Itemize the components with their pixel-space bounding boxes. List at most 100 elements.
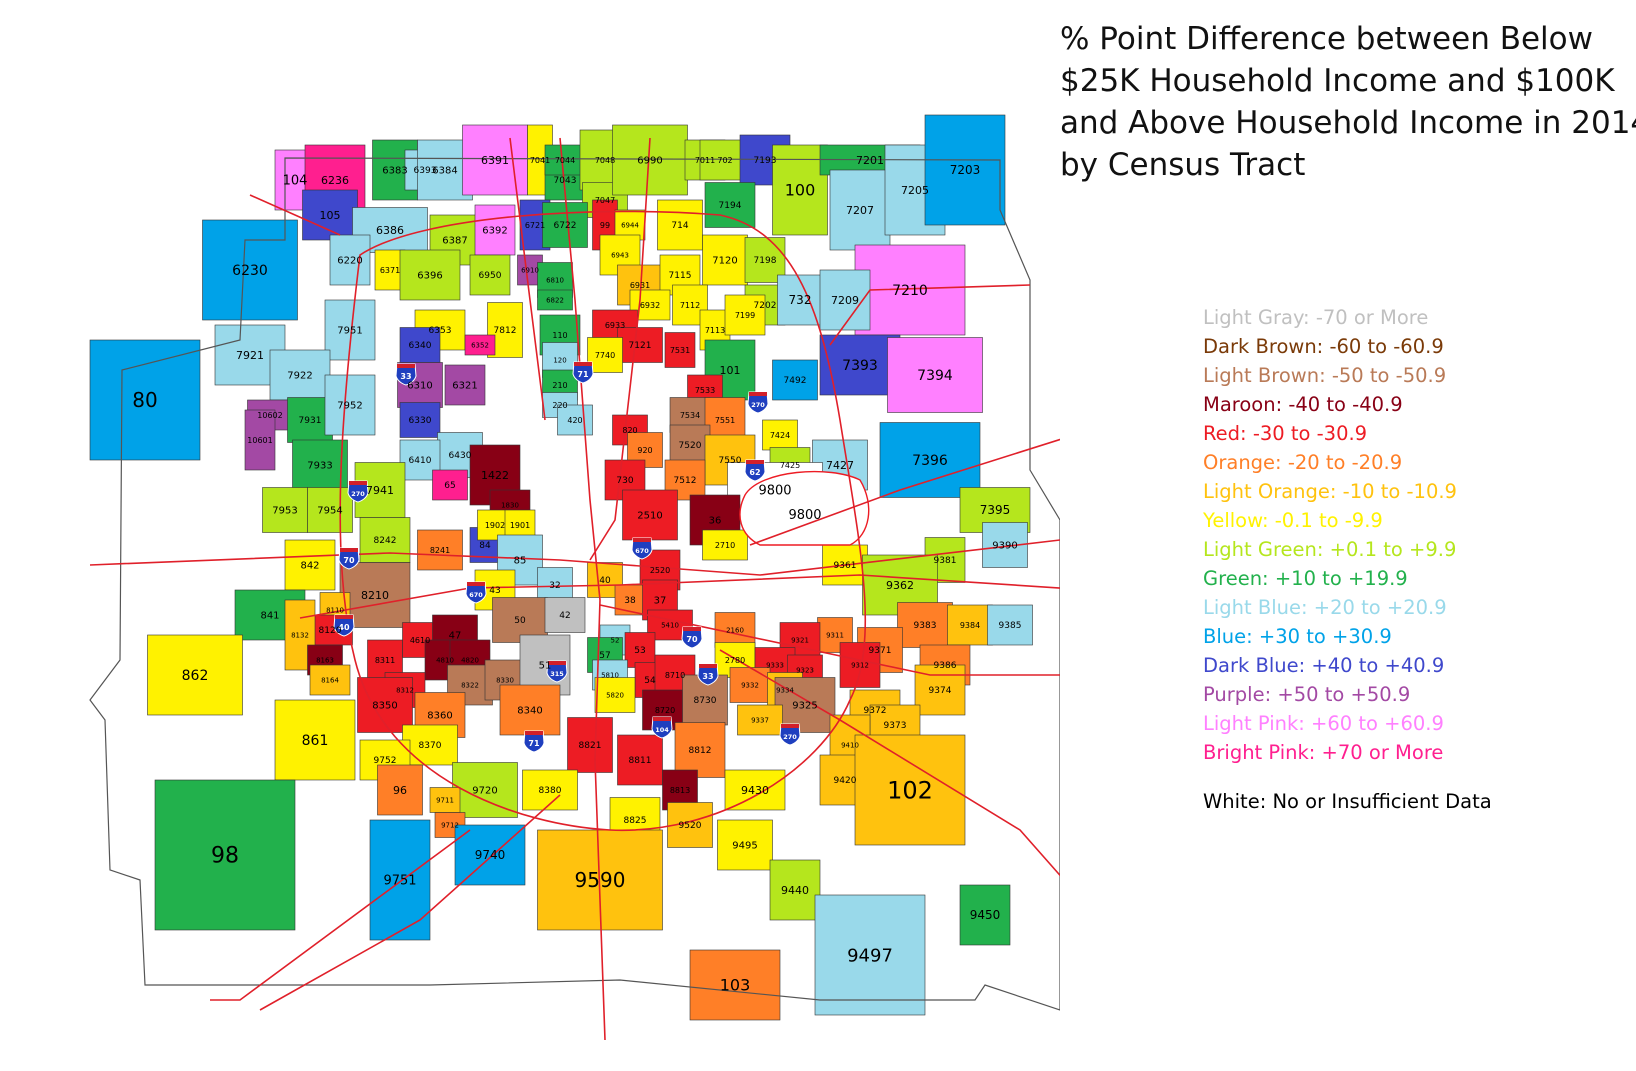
tract-2510	[622, 489, 678, 541]
tract-9740	[454, 824, 526, 886]
tract-label-1902: 1902	[485, 521, 505, 530]
tract-label-7425: 7425	[780, 461, 800, 470]
tract-label-8710: 8710	[665, 671, 685, 680]
tract-8812	[674, 722, 726, 778]
tract-label-8340: 8340	[517, 706, 542, 717]
tract-label-9381: 9381	[934, 556, 957, 566]
tract-label-702: 702	[717, 156, 732, 165]
tract-8821	[567, 717, 613, 773]
tract-label-105: 105	[320, 209, 341, 222]
tract-label-98: 98	[211, 844, 239, 869]
highway-line	[89, 539, 1060, 576]
tract-label-7209: 7209	[831, 294, 859, 307]
tract-label-36: 36	[709, 516, 722, 527]
tract-9450	[959, 884, 1011, 946]
tract-label-420: 420	[567, 416, 582, 425]
tract-label-7424: 7424	[770, 431, 790, 440]
tract-label-9720: 9720	[472, 786, 497, 797]
tract-label-54: 54	[644, 676, 656, 686]
tract-9711	[429, 787, 461, 813]
tract-label-110: 110	[552, 331, 567, 340]
tract-9440	[769, 859, 821, 921]
highway-line	[749, 438, 1060, 546]
tract-label-8210: 8210	[361, 589, 389, 602]
tract-label-7952: 7952	[337, 401, 362, 412]
tract-label-100: 100	[785, 181, 816, 200]
tract-label-84: 84	[479, 541, 491, 551]
tract-label-7395: 7395	[980, 503, 1011, 517]
tract-label-4810: 4810	[436, 656, 454, 664]
shield-number: 270	[751, 401, 765, 409]
tract-label-6384: 6384	[432, 166, 457, 177]
tract-80	[89, 339, 201, 461]
tract-7194	[704, 182, 756, 228]
tract-9495	[717, 819, 773, 871]
tract-label-8380: 8380	[539, 786, 562, 796]
tract-label-7194: 7194	[719, 201, 742, 211]
tract-label-9752: 9752	[374, 756, 397, 766]
tract-label-9323: 9323	[796, 666, 814, 674]
highway-line	[589, 137, 651, 561]
tract-102	[854, 734, 966, 846]
highway-line	[339, 210, 867, 831]
tract-label-8120: 8120	[319, 626, 342, 636]
interstate-shield-icon: 40	[333, 614, 355, 637]
tract-label-7933: 7933	[307, 461, 332, 472]
tract-label-99: 99	[600, 221, 610, 230]
tract-6340	[399, 327, 441, 363]
tract-103	[689, 949, 781, 1021]
tract-6722	[542, 202, 588, 248]
tract-label-7931: 7931	[299, 416, 322, 426]
highway-line	[599, 604, 1060, 676]
county-boundary	[89, 157, 1060, 1011]
tract-label-8110: 8110	[326, 606, 344, 614]
tract-label-6910: 6910	[521, 266, 539, 274]
tract-label-7011: 7011	[695, 156, 715, 165]
tract-label-9430: 9430	[741, 784, 769, 797]
tract-9385	[987, 604, 1033, 646]
tract-label-6236: 6236	[321, 174, 349, 187]
interstate-shield-icon: 270	[779, 723, 801, 746]
tract-label-6721: 6721	[525, 221, 545, 230]
tract-7922	[269, 349, 331, 401]
tract-9430	[724, 769, 786, 811]
tract-862	[147, 634, 243, 716]
interstate-shield-icon: 70	[681, 626, 703, 649]
tract-label-7951: 7951	[337, 326, 362, 337]
tract-label-5410: 5410	[661, 621, 679, 629]
tract-label-42: 42	[559, 611, 570, 621]
tract-label-104: 104	[283, 174, 308, 189]
tract-label-101: 101	[720, 364, 741, 377]
tract-label-6430: 6430	[449, 451, 472, 461]
tract-label-65: 65	[444, 481, 455, 491]
tract-6822	[537, 289, 573, 311]
tract-label-80: 80	[132, 388, 157, 412]
tract-6392	[474, 204, 516, 256]
tract-label-10602: 10602	[257, 411, 282, 420]
tract-label-842: 842	[300, 561, 319, 572]
tract-label-6321: 6321	[452, 381, 477, 392]
tract-label-210: 210	[552, 381, 567, 390]
tract-7044	[544, 144, 586, 176]
tract-40	[587, 562, 623, 598]
tract-label-38: 38	[624, 596, 636, 606]
tract-label-85: 85	[514, 556, 527, 567]
tract-label-7041: 7041	[530, 156, 550, 165]
interstate-shield-icon: 71	[523, 730, 545, 753]
tract-6990	[612, 124, 688, 196]
tract-714	[657, 199, 703, 251]
tract-label-6932: 6932	[640, 301, 660, 310]
tract-label-9390: 9390	[992, 541, 1017, 552]
tract-label-37: 37	[654, 596, 667, 607]
shield-number: 270	[351, 490, 365, 498]
tract-label-6950: 6950	[479, 271, 502, 281]
tract-9497	[814, 894, 926, 1016]
tract-label-7199: 7199	[735, 311, 755, 320]
legend-entry: Light Brown: -50 to -50.9	[1203, 364, 1447, 387]
interstate-shield-icon: 33	[697, 663, 719, 686]
tract-420	[557, 404, 593, 436]
legend-entry: Maroon: -40 to -40.9	[1203, 393, 1403, 416]
tract-label-7953: 7953	[272, 506, 297, 517]
tract-label-7394: 7394	[917, 368, 953, 384]
tract-label-103: 103	[720, 976, 751, 995]
